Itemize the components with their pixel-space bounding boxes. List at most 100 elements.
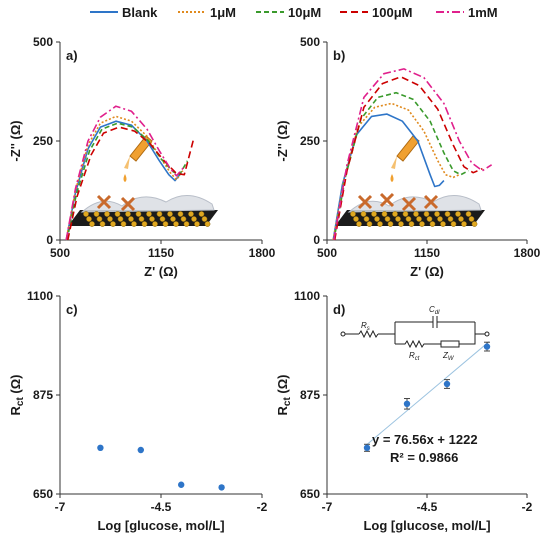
circuit-label-rs: Rs (361, 321, 370, 332)
nanoparticle (434, 211, 440, 217)
nanoparticle (170, 216, 176, 222)
y-axis-label-main: R (8, 406, 23, 416)
x-tick-label: -4.5 (417, 500, 438, 514)
x-tick-label: -7 (322, 500, 333, 514)
circuit-label-rct: Rct (409, 351, 420, 362)
series-line-1 (65, 115, 184, 241)
nanoparticle (194, 221, 200, 227)
droplet-icon (123, 174, 127, 182)
nanoparticle (162, 221, 169, 227)
nanoparticle (423, 211, 430, 217)
nanoparticle (135, 211, 142, 217)
r-squared: R² = 0.9866 (390, 450, 458, 465)
nanoparticle (405, 216, 412, 222)
panel-0: 500 1150 1800 0 250 500 Z' (Ω) -Z'' (Ω) a) (8, 35, 276, 279)
x-tick-label: -7 (55, 500, 66, 514)
nanoparticle (468, 216, 475, 222)
panel-letter: d) (333, 302, 345, 317)
panel-letter: a) (66, 48, 78, 63)
nanoparticle (141, 221, 148, 227)
nanoparticle (86, 216, 92, 222)
y-axis-label-unit: (Ω) (275, 375, 290, 398)
nanoparticle (149, 216, 155, 222)
nanoparticle (360, 211, 367, 217)
resistor-rs-icon (358, 329, 379, 339)
nanoparticle (465, 211, 472, 217)
nanoparticle (188, 211, 194, 217)
circuit-label-sub: ct (415, 356, 420, 362)
x-axis-label: Z' (Ω) (410, 264, 444, 279)
y-axis-label-main: R (275, 406, 290, 416)
data-point (137, 446, 144, 454)
pipette-icon (129, 135, 153, 162)
panel-letter: c) (66, 302, 78, 317)
nanoparticle (444, 211, 451, 217)
x-axis-label: Log [glucose, mol/L] (363, 518, 490, 533)
droplet-icon (390, 174, 394, 182)
data-point (403, 400, 411, 407)
nanoparticle (131, 221, 137, 227)
equivalent-circuit-diagram: Rs Cdl Rct ZW (340, 305, 490, 362)
nanoparticle (437, 216, 443, 222)
electrode-illustration (68, 135, 218, 227)
pipette-tip-icon (391, 156, 397, 169)
nanoparticle (377, 221, 383, 227)
nanoparticle (402, 211, 409, 217)
nanoparticle (177, 211, 184, 217)
data-point (178, 481, 185, 488)
x-axis-label: Log [glucose, mol/L] (97, 518, 224, 533)
nanoparticle (366, 221, 373, 227)
nanoparticle (104, 211, 110, 217)
glucose-molecule (96, 194, 112, 210)
x-tick-label: 500 (317, 246, 337, 260)
data-point (363, 444, 371, 451)
x-tick-label: 500 (50, 246, 70, 260)
nanoparticle (398, 221, 404, 227)
nanoparticle (353, 216, 359, 222)
nanoparticle (138, 216, 145, 222)
nanoparticle (395, 216, 401, 222)
nanoparticle (387, 221, 394, 227)
nanoparticle (125, 211, 131, 217)
nanoparticle (461, 221, 467, 227)
pipette-icon (396, 135, 420, 162)
warburg-icon (440, 340, 460, 348)
series-line-4 (333, 68, 493, 241)
nanoparticle (419, 221, 425, 227)
trend-line (364, 341, 490, 447)
nanoparticle (371, 211, 377, 217)
x-tick-label: 1150 (414, 246, 440, 260)
nanoparticle (173, 221, 179, 227)
nanoparticle (96, 216, 103, 222)
nanoparticle (471, 221, 478, 227)
glucose-molecule (401, 196, 417, 212)
legend-label-0: Blank (122, 5, 158, 20)
nanoparticle (416, 216, 422, 222)
y-axis-label: Rct (Ω) (275, 375, 293, 416)
nanoparticle (183, 221, 190, 227)
nanoparticle (408, 221, 415, 227)
x-axis-label: Z' (Ω) (144, 264, 178, 279)
glucose-molecule (120, 196, 136, 212)
legend-label-1: 1μM (210, 5, 236, 20)
x-tick-label: -2 (522, 500, 533, 514)
resistor-rct-icon (395, 339, 441, 349)
nanoparticle (381, 211, 388, 217)
nanoparticle (374, 216, 380, 222)
wire (459, 322, 476, 345)
y-tick-label: 0 (46, 233, 53, 247)
series-line-4 (65, 105, 185, 241)
x-tick-label: -2 (257, 500, 268, 514)
x-tick-label: 1150 (148, 246, 174, 260)
panel-3: -7 -4.5 -2 650 875 1100 Log [glucose, mol/L] Rc… (275, 289, 533, 533)
nanoparticle (128, 216, 134, 222)
nanoparticle (167, 211, 173, 217)
nanoparticle (117, 216, 124, 222)
nanoparticle (146, 211, 152, 217)
series-line-3 (333, 76, 483, 241)
pipette-tip-icon (124, 156, 130, 169)
nanoparticle (159, 216, 166, 222)
nanoparticle (83, 211, 89, 217)
y-tick-label: 1100 (294, 289, 320, 303)
